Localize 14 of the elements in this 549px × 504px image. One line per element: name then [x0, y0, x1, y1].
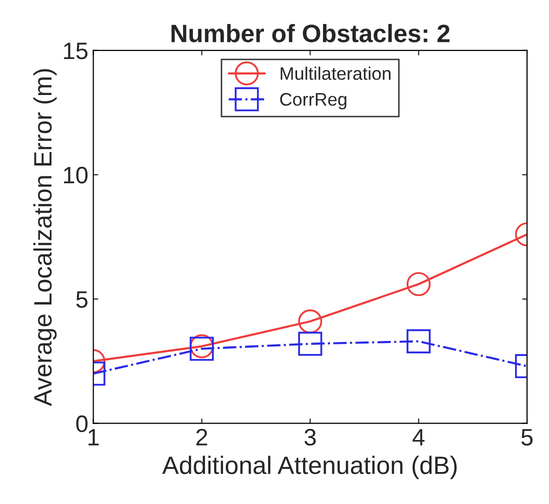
legend-label: CorrReg: [280, 92, 346, 110]
x-tick-label: 2: [196, 428, 208, 446]
y-tick-label: 10: [64, 166, 88, 184]
x-axis-title: Additional Attenuation (dB): [162, 456, 457, 480]
x-tick-label: 5: [521, 429, 533, 446]
y-axis-title: Average Localization Error (m): [33, 69, 57, 406]
chart-title: Number of Obstacles: 2: [172, 24, 450, 42]
y-tick-label: 0: [76, 415, 88, 432]
y-tick-label: 5: [76, 291, 88, 308]
legend-label: Multilateration: [280, 66, 390, 80]
x-tick-label: 4: [412, 429, 424, 446]
x-tick-label: 1: [88, 429, 99, 446]
x-tick-label: 3: [304, 428, 316, 446]
y-tick-label: 15: [64, 42, 88, 60]
